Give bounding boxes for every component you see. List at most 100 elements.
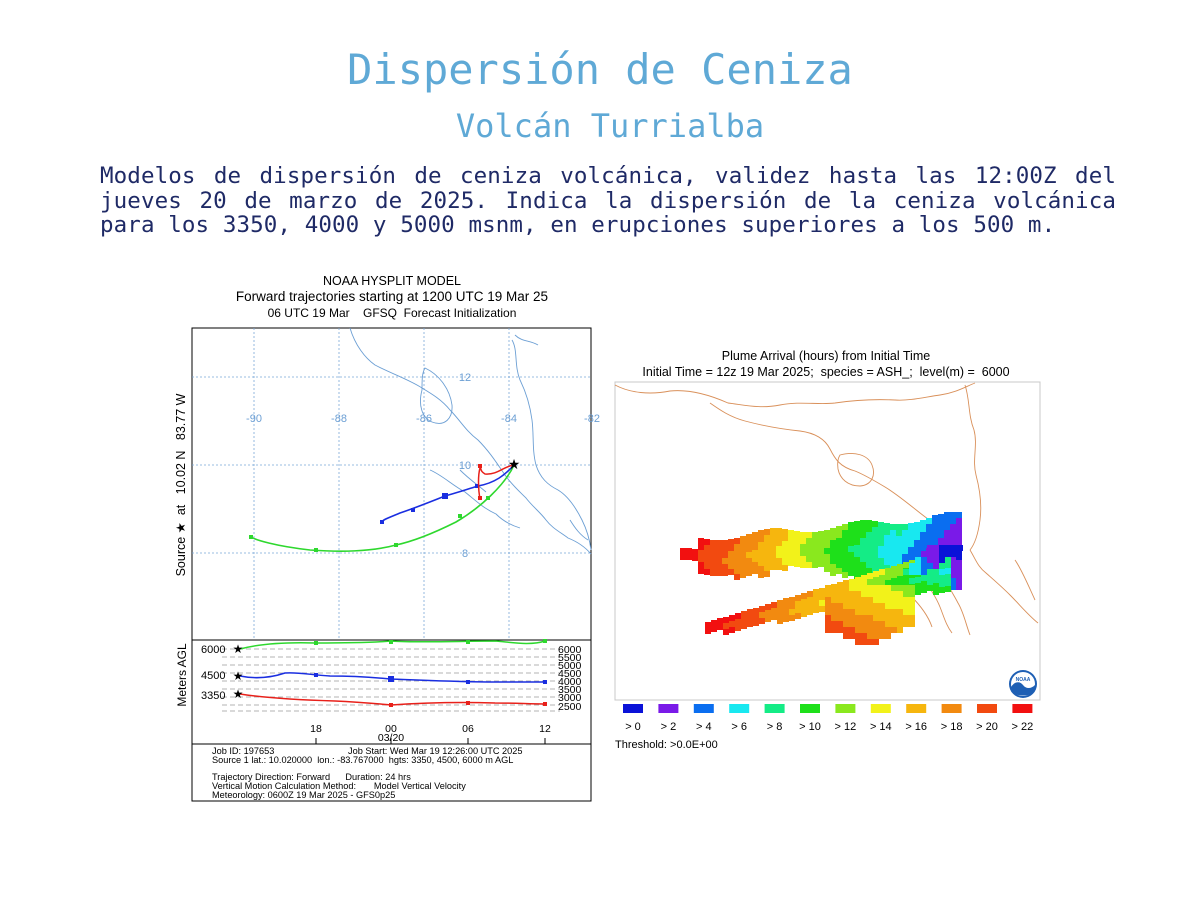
plume-cell: [734, 568, 740, 574]
plume-cell: [897, 564, 903, 570]
plume-cell: [932, 533, 938, 539]
plume-cell: [915, 583, 921, 589]
plume-cell: [800, 556, 806, 562]
plume-cell: [849, 627, 855, 633]
plume-cell: [764, 529, 770, 535]
plume-cell: [897, 570, 903, 576]
plume-cell: [741, 611, 747, 617]
plume-cell: [879, 585, 885, 591]
plume-cell: [945, 556, 951, 562]
legend-swatch: [977, 704, 997, 713]
plume-cell: [939, 581, 945, 587]
plume-cell: [824, 554, 830, 560]
info-direction: Trajectory Direction: Forward Duration: …: [212, 772, 411, 782]
plume-cell: [830, 528, 836, 534]
plume-cell: [812, 538, 818, 544]
plume-cell: [801, 605, 807, 611]
plume-cell: [800, 532, 806, 538]
plume-cell: [704, 557, 710, 563]
plume-cell: [939, 575, 945, 581]
plume-cell: [950, 524, 956, 530]
plume-cell: [957, 545, 963, 551]
plume-cell: [939, 545, 945, 551]
plume-cell: [770, 552, 776, 558]
noaa-logo: NOAA: [1009, 670, 1037, 698]
plume-cell: [945, 586, 951, 592]
plume-cell: [842, 530, 848, 536]
legend-swatch: [658, 704, 679, 713]
plume-cell: [848, 540, 854, 546]
plume-cell: [759, 618, 765, 624]
plume-cell: [842, 524, 848, 530]
plume-cell: [927, 567, 933, 573]
plume-cell: [879, 609, 885, 615]
plume-cell: [771, 608, 777, 614]
plume-cell: [830, 552, 836, 558]
plume-cell: [722, 540, 728, 546]
plume-cell: [891, 578, 897, 584]
plume-cell: [867, 615, 873, 621]
plume-cell: [764, 565, 770, 571]
plume-cell: [770, 534, 776, 540]
plume-cell: [740, 536, 746, 542]
plume-cell: [842, 536, 848, 542]
map-traj-3350-markers: [478, 464, 482, 500]
plume-cell: [866, 562, 872, 568]
plume-cell: [819, 594, 825, 600]
plume-cell: [945, 568, 951, 574]
source-star-icon: ★: [233, 642, 244, 656]
plume-cell: [939, 587, 945, 593]
plume-cell: [873, 597, 879, 603]
legend-label: > 16: [905, 721, 927, 733]
plume-svg: Plume Arrival (hours) from Initial Time …: [614, 349, 1041, 751]
plume-cell: [945, 580, 951, 586]
plume-cell: [758, 542, 764, 548]
plume-cell: [849, 597, 855, 603]
plume-cell: [885, 633, 891, 639]
plume-cell: [849, 609, 855, 615]
plume-cell: [927, 579, 933, 585]
plume-figure: Plume Arrival (hours) from Initial Time …: [610, 345, 1050, 755]
plume-cell: [921, 563, 927, 569]
plume-cell: [860, 544, 866, 550]
plume-cell: [950, 566, 956, 572]
plume-cell: [944, 530, 950, 536]
plume-cell: [818, 537, 824, 543]
plume-cell: [950, 512, 956, 518]
plume-cell: [867, 639, 873, 645]
plume-cell: [956, 572, 962, 578]
plume-cell: [945, 574, 951, 580]
plume-cell: [861, 615, 867, 621]
plume-cell: [830, 540, 836, 546]
plume-cell: [867, 573, 873, 579]
legend-label: > 10: [799, 721, 821, 733]
plume-cell: [843, 633, 849, 639]
plume-cell: [723, 617, 729, 623]
plume-cell: [938, 532, 944, 538]
plume-cell: [710, 546, 716, 552]
lon-label: -88: [331, 413, 347, 425]
plume-cell: [903, 569, 909, 575]
plume-cell: [698, 544, 704, 550]
info-vertical: Vertical Motion Calculation Method: Mode…: [212, 781, 466, 791]
plume-cell: [932, 521, 938, 527]
plume-cell: [806, 544, 812, 550]
plume-cell: [842, 572, 848, 578]
plume-cell: [915, 563, 921, 569]
plume-cell: [764, 547, 770, 553]
plume-cell: [800, 538, 806, 544]
plume-cell: [824, 530, 830, 536]
trajectory-figure: NOAA HYSPLIT MODEL Forward trajectories …: [160, 270, 600, 805]
plume-cell: [722, 546, 728, 552]
plume-cell: [734, 550, 740, 556]
plume-cell: [843, 580, 849, 586]
plume-cell: [884, 547, 890, 553]
plume-cell: [891, 591, 897, 597]
plume-cell: [932, 539, 938, 545]
info-box: [191, 743, 592, 802]
plume-cell: [878, 528, 884, 534]
plume-cell: [861, 609, 867, 615]
plume-cell: [849, 633, 855, 639]
trajectory-init: 06 UTC 19 Mar GFSQ Forecast Initializati…: [268, 306, 517, 320]
plume-cell: [909, 615, 915, 621]
